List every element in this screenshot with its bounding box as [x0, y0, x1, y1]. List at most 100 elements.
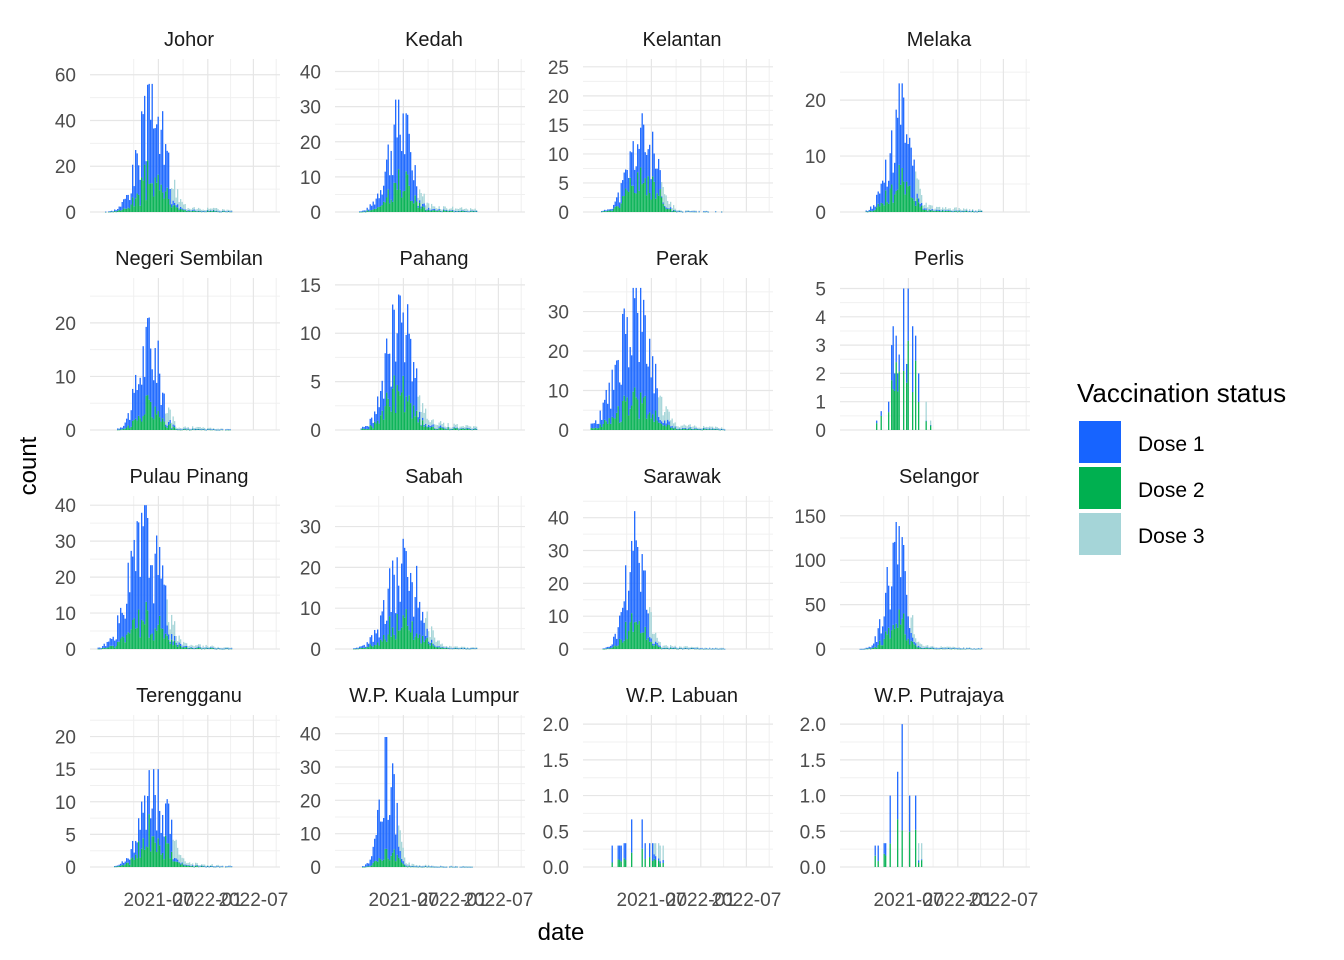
bar-dose1 — [112, 211, 114, 212]
bar-dose2 — [898, 371, 900, 430]
bar-dose2 — [674, 210, 676, 212]
bar-dose1 — [204, 429, 206, 430]
bar-dose1 — [153, 128, 155, 197]
bar-dose1 — [906, 363, 908, 383]
bar-dose2 — [380, 859, 382, 867]
bar-dose2 — [903, 370, 905, 430]
bar-dose2 — [644, 178, 646, 212]
bar-dose1 — [596, 423, 598, 429]
bar-dose1 — [413, 180, 415, 204]
bar-dose3 — [692, 210, 694, 212]
bar-dose1 — [455, 211, 457, 212]
bar-dose3 — [671, 418, 673, 426]
bar-dose1 — [862, 648, 864, 650]
bar-dose2 — [626, 639, 628, 649]
bar-dose1 — [226, 429, 228, 430]
bar-dose3 — [222, 428, 224, 430]
bar-dose1 — [402, 861, 404, 865]
bar-dose3 — [225, 865, 227, 867]
bar-dose2 — [933, 211, 935, 212]
bar-dose1 — [181, 862, 183, 864]
bar-dose2 — [189, 211, 191, 212]
bar-dose1 — [151, 808, 153, 837]
bar-dose1 — [231, 211, 233, 212]
bar-dose3 — [924, 646, 926, 648]
bar-dose3 — [181, 428, 183, 430]
bar-dose2 — [434, 428, 436, 430]
bar-dose3 — [213, 646, 215, 648]
bar-dose1 — [387, 353, 389, 399]
x-tick-label: 2021-07 — [617, 890, 687, 911]
bar-dose2 — [462, 428, 464, 430]
bar-dose1 — [467, 866, 469, 868]
bar-dose2 — [193, 210, 195, 212]
bar-dose1 — [405, 551, 407, 610]
bar-dose2 — [459, 428, 461, 430]
bar-dose2 — [605, 421, 607, 430]
y-tick-label: 25 — [548, 58, 569, 79]
bar-dose2 — [662, 863, 664, 867]
bar-dose3 — [700, 428, 702, 430]
bar-dose2 — [383, 635, 385, 649]
bar-dose1 — [213, 209, 215, 211]
bar-dose2 — [440, 211, 442, 212]
bar-dose1 — [876, 194, 878, 208]
bar-dose2 — [635, 397, 637, 430]
bar-dose2 — [111, 645, 113, 649]
bar-dose2 — [407, 401, 409, 430]
bar-dose3 — [698, 647, 700, 649]
x-tick-label: 2022-07 — [219, 890, 289, 911]
bar-dose1 — [892, 172, 894, 203]
bar-dose1 — [390, 386, 392, 412]
bar-dose1 — [712, 428, 714, 430]
bar-dose1 — [184, 864, 186, 866]
bar-dose2 — [434, 210, 436, 212]
bar-dose3 — [930, 205, 932, 210]
bar-dose1 — [936, 209, 938, 211]
bar-dose3 — [680, 425, 682, 429]
bar-dose2 — [381, 205, 383, 212]
bar-dose2 — [649, 641, 651, 649]
bar-dose3 — [943, 646, 945, 649]
bar-dose2 — [964, 211, 966, 212]
bar-dose1 — [434, 866, 436, 868]
bar-dose3 — [921, 843, 923, 860]
bar-dose1 — [444, 428, 446, 429]
bar-dose3 — [399, 830, 401, 851]
bar-dose1 — [620, 183, 622, 204]
bar-dose3 — [474, 426, 476, 428]
bar-dose1 — [389, 353, 391, 407]
bar-dose2 — [927, 648, 929, 649]
bar-dose2 — [644, 626, 646, 649]
bar-dose1 — [961, 210, 963, 212]
bar-dose1 — [668, 648, 670, 650]
bar-dose2 — [698, 429, 700, 430]
bar-dose1 — [925, 208, 927, 210]
bar-dose1 — [456, 866, 458, 868]
bar-dose2 — [121, 429, 123, 430]
bar-dose2 — [118, 209, 120, 212]
bar-dose1 — [124, 618, 126, 643]
bar-dose1 — [967, 211, 969, 212]
bar-dose2 — [428, 866, 430, 868]
bar-dose3 — [202, 645, 204, 648]
bar-dose2 — [401, 392, 403, 430]
bar-dose1 — [888, 401, 890, 413]
bar-dose2 — [362, 866, 364, 868]
bar-dose2 — [461, 210, 463, 212]
bar-dose1 — [458, 210, 460, 212]
bar-dose3 — [229, 647, 231, 649]
bar-dose2 — [374, 644, 376, 649]
bar-dose1 — [888, 180, 890, 204]
bar-dose1 — [225, 866, 227, 868]
bar-dose1 — [625, 843, 627, 861]
bar-dose1 — [590, 423, 592, 428]
bar-dose1 — [404, 547, 406, 618]
bar-dose2 — [109, 211, 111, 213]
bar-dose2 — [416, 866, 418, 868]
bar-dose3 — [198, 427, 200, 429]
bar-dose1 — [876, 642, 878, 648]
bar-dose3 — [423, 412, 425, 425]
